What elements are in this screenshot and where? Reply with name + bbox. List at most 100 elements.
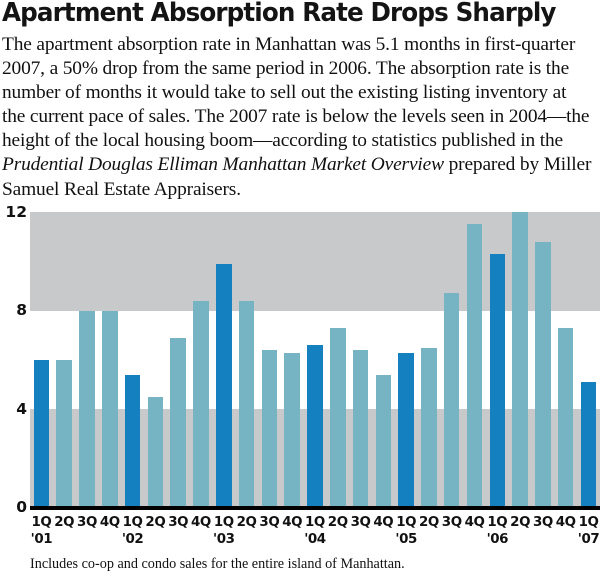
x-axis-label-16: 1Q '05 xyxy=(395,514,418,548)
x-axis-quarter-label: 2Q xyxy=(327,515,348,530)
x-axis-label-22: 3Q. xyxy=(532,514,555,548)
x-axis-quarter-label: 1Q xyxy=(213,515,234,530)
bar-1q05[interactable] xyxy=(398,352,414,508)
x-axis-quarter-label: 1Q xyxy=(487,515,508,530)
bar-2q01[interactable] xyxy=(56,360,72,508)
x-axis-quarter-label: 4Q xyxy=(282,515,303,530)
y-axis-tick-8: 8 xyxy=(16,301,27,319)
x-axis-quarter-label: 1Q xyxy=(122,515,143,530)
x-axis-quarter-label: 4Q xyxy=(191,515,211,530)
bar-4q01[interactable] xyxy=(102,310,118,508)
bar-slot xyxy=(281,212,304,508)
x-axis-year-label: '03 xyxy=(213,532,235,547)
bar-2q04[interactable] xyxy=(330,327,346,508)
x-axis-quarter-label: 3Q xyxy=(441,515,462,530)
x-axis-label-14: 3Q. xyxy=(349,514,372,548)
chart-footnote: Includes co-op and condo sales for the e… xyxy=(30,556,405,572)
x-axis-label-10: 3Q. xyxy=(258,514,281,548)
bar-3q02[interactable] xyxy=(170,337,186,508)
x-axis-label-15: 4Q. xyxy=(372,514,395,548)
bar-1q03[interactable] xyxy=(216,263,232,508)
bar-2q03[interactable] xyxy=(238,300,255,508)
bar-2q02[interactable] xyxy=(147,397,164,508)
x-axis-label-17: 2Q. xyxy=(418,514,441,548)
x-axis-label-7: 4Q. xyxy=(190,514,213,548)
x-axis-quarter-label: 4Q xyxy=(464,515,485,530)
bar-slot xyxy=(304,212,327,508)
x-axis-line xyxy=(30,506,600,510)
bar-1q01[interactable] xyxy=(33,360,50,508)
bar-1q06[interactable] xyxy=(489,253,506,508)
x-axis-label-6: 3Q. xyxy=(167,514,190,548)
x-axis-year-label: '06 xyxy=(486,532,509,547)
x-axis-label-18: 3Q. xyxy=(440,514,463,548)
absorption-rate-bar-chart: 12 8 4 0 1Q'012Q.3Q.4Q.1Q'022Q.3Q.4Q.1Q'… xyxy=(0,203,600,558)
bar-4q05[interactable] xyxy=(466,224,483,508)
x-axis-label-24: 1Q '07 xyxy=(577,514,600,548)
bar-slot xyxy=(372,212,395,508)
bar-slot xyxy=(418,212,441,508)
article-deck: The apartment absorption rate in Manhatt… xyxy=(2,33,594,202)
x-axis-quarter-label: 1Q xyxy=(578,515,599,530)
bar-slot xyxy=(258,212,281,508)
bar-slot xyxy=(486,212,509,508)
x-axis-label-2: 3Q. xyxy=(76,514,99,548)
deck-text-part-2: prepared by Miller Samuel Real Estate Ap… xyxy=(2,154,592,200)
bar-slot xyxy=(554,212,577,508)
x-axis-labels: 1Q'012Q.3Q.4Q.1Q'022Q.3Q.4Q.1Q'032Q.3Q.4… xyxy=(30,514,600,548)
x-axis-label-0: 1Q '01 xyxy=(30,514,53,548)
bar-3q04[interactable] xyxy=(352,350,369,508)
bar-3q06[interactable] xyxy=(535,241,551,508)
x-axis-quarter-label: 3Q xyxy=(350,515,371,530)
bar-slot xyxy=(440,212,463,508)
y-axis-tick-4: 4 xyxy=(16,400,27,418)
bar-4q06[interactable] xyxy=(557,327,574,508)
x-axis-quarter-label: 1Q xyxy=(396,515,417,530)
x-axis-label-8: 1Q '03 xyxy=(212,514,235,548)
bar-1q02[interactable] xyxy=(124,374,141,508)
bar-slot xyxy=(509,212,532,508)
x-axis-quarter-label: 3Q xyxy=(259,515,280,530)
bar-3q01[interactable] xyxy=(79,310,95,508)
x-axis-quarter-label: 1Q xyxy=(31,515,52,530)
bar-3q03[interactable] xyxy=(261,350,278,508)
bar-slot xyxy=(349,212,372,508)
x-axis-quarter-label: 4Q xyxy=(99,515,120,530)
x-axis-year-label: '07 xyxy=(577,532,600,547)
bar-slot xyxy=(121,212,144,508)
x-axis-quarter-label: 1Q xyxy=(305,515,325,530)
x-axis-year-label: '04 xyxy=(304,532,326,547)
bar-series xyxy=(30,212,600,508)
bar-slot xyxy=(167,212,190,508)
bar-slot xyxy=(190,212,213,508)
bar-slot xyxy=(76,212,99,508)
bar-1q04[interactable] xyxy=(307,345,323,508)
x-axis-label-19: 4Q. xyxy=(463,514,486,548)
bar-4q02[interactable] xyxy=(193,300,209,508)
bar-slot xyxy=(212,212,235,508)
bar-3q05[interactable] xyxy=(443,293,460,508)
x-axis-label-23: 4Q. xyxy=(554,514,577,548)
y-axis-tick-0: 0 xyxy=(16,498,27,516)
y-axis-tick-12: 12 xyxy=(5,203,27,221)
bar-1q07[interactable] xyxy=(580,382,597,508)
bar-slot xyxy=(144,212,167,508)
x-axis-quarter-label: 4Q xyxy=(555,515,576,530)
bar-2q06[interactable] xyxy=(512,212,528,508)
plot-area xyxy=(30,212,600,508)
page-title: Apartment Absorption Rate Drops Sharply xyxy=(2,0,556,28)
bar-2q05[interactable] xyxy=(421,347,437,508)
bar-slot xyxy=(463,212,486,508)
x-axis-year-label: '05 xyxy=(395,532,417,547)
bar-4q03[interactable] xyxy=(284,352,300,508)
bar-slot xyxy=(53,212,76,508)
x-axis-year-label: '02 xyxy=(121,532,144,547)
bar-slot xyxy=(98,212,121,508)
x-axis-label-5: 2Q. xyxy=(144,514,167,548)
bar-slot xyxy=(30,212,53,508)
bar-4q04[interactable] xyxy=(375,374,392,508)
x-axis-label-3: 4Q. xyxy=(98,514,121,548)
bar-slot xyxy=(235,212,258,508)
x-axis-label-20: 1Q '06 xyxy=(486,514,509,548)
x-axis-label-9: 2Q. xyxy=(235,514,258,548)
